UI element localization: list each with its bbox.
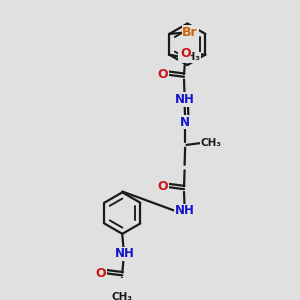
Text: N: N (180, 116, 190, 129)
Text: Br: Br (182, 26, 198, 39)
Text: NH: NH (115, 247, 134, 260)
Text: O: O (180, 47, 191, 60)
Text: NH: NH (175, 93, 194, 106)
Text: O: O (96, 267, 106, 280)
Text: CH₃: CH₃ (201, 138, 222, 148)
Text: NH: NH (175, 204, 194, 217)
Text: CH₃: CH₃ (179, 52, 200, 62)
Text: CH₃: CH₃ (112, 292, 133, 300)
Text: O: O (158, 180, 168, 194)
Text: O: O (158, 68, 168, 81)
